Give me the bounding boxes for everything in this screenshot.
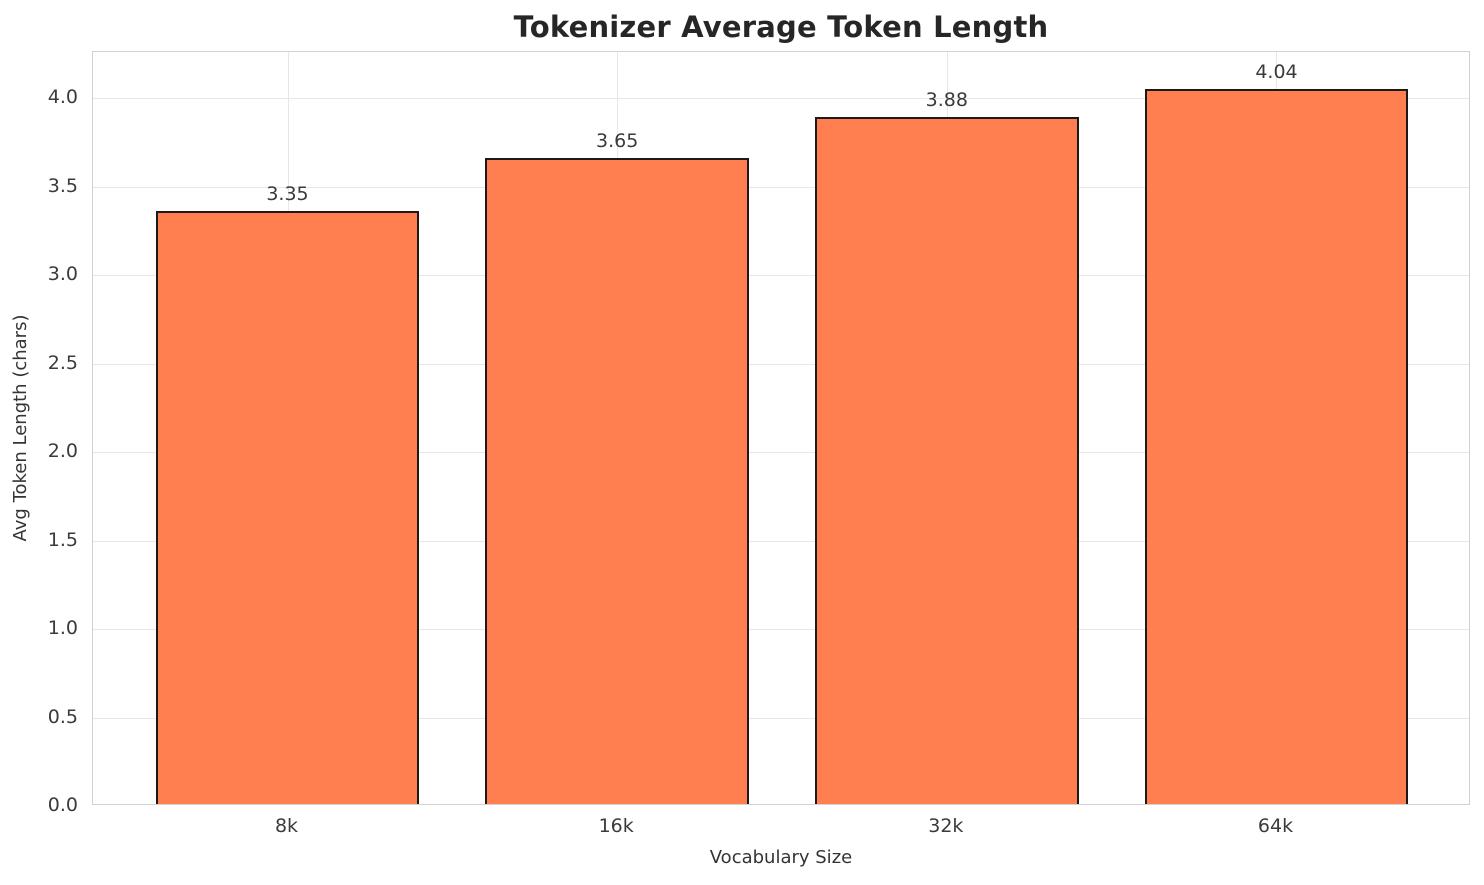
bar-32k <box>814 117 1079 804</box>
bar-value-label: 4.04 <box>1255 60 1298 83</box>
y-tick-label: 1.5 <box>47 528 78 551</box>
h-gridline <box>93 452 1469 453</box>
y-tick-label: 2.0 <box>47 440 78 462</box>
x-axis-label: Vocabulary Size <box>709 847 853 868</box>
x-tick-label-8k: 8k <box>274 815 299 837</box>
bar-value-label: 3.88 <box>925 89 968 112</box>
h-gridline <box>93 363 1469 365</box>
x-tick-label-64k: 64k <box>1257 815 1294 837</box>
plot-area: 3.35 3.65 3.88 4.04 <box>92 51 1470 805</box>
chart-title: Tokenizer Average Token Length <box>513 10 1049 44</box>
x-tick-label-16k: 16k <box>598 815 634 837</box>
h-gridline <box>93 629 1469 630</box>
h-gridline <box>93 717 1469 719</box>
y-tick-label: 2.5 <box>47 351 78 374</box>
y-tick-label: 1.0 <box>47 617 78 639</box>
h-gridline <box>93 275 1469 276</box>
y-axis-label: Avg Token Length (chars) <box>10 314 31 542</box>
h-gridline <box>93 540 1469 542</box>
y-tick-label: 0.0 <box>47 794 78 816</box>
bar-value-label: 3.65 <box>596 129 639 152</box>
x-tick-label-32k: 32k <box>928 815 964 837</box>
y-tick-label: 0.5 <box>47 705 78 728</box>
bar-16k <box>485 157 750 804</box>
bar-value-label: 3.35 <box>266 183 309 206</box>
bar-64k <box>1144 88 1409 804</box>
bar-8k <box>155 211 420 804</box>
y-tick-label: 3.0 <box>47 263 78 285</box>
h-gridline <box>93 98 1469 100</box>
h-gridline <box>93 186 1469 188</box>
y-tick-label: 3.5 <box>47 174 78 197</box>
y-tick-label: 4.0 <box>47 86 78 109</box>
